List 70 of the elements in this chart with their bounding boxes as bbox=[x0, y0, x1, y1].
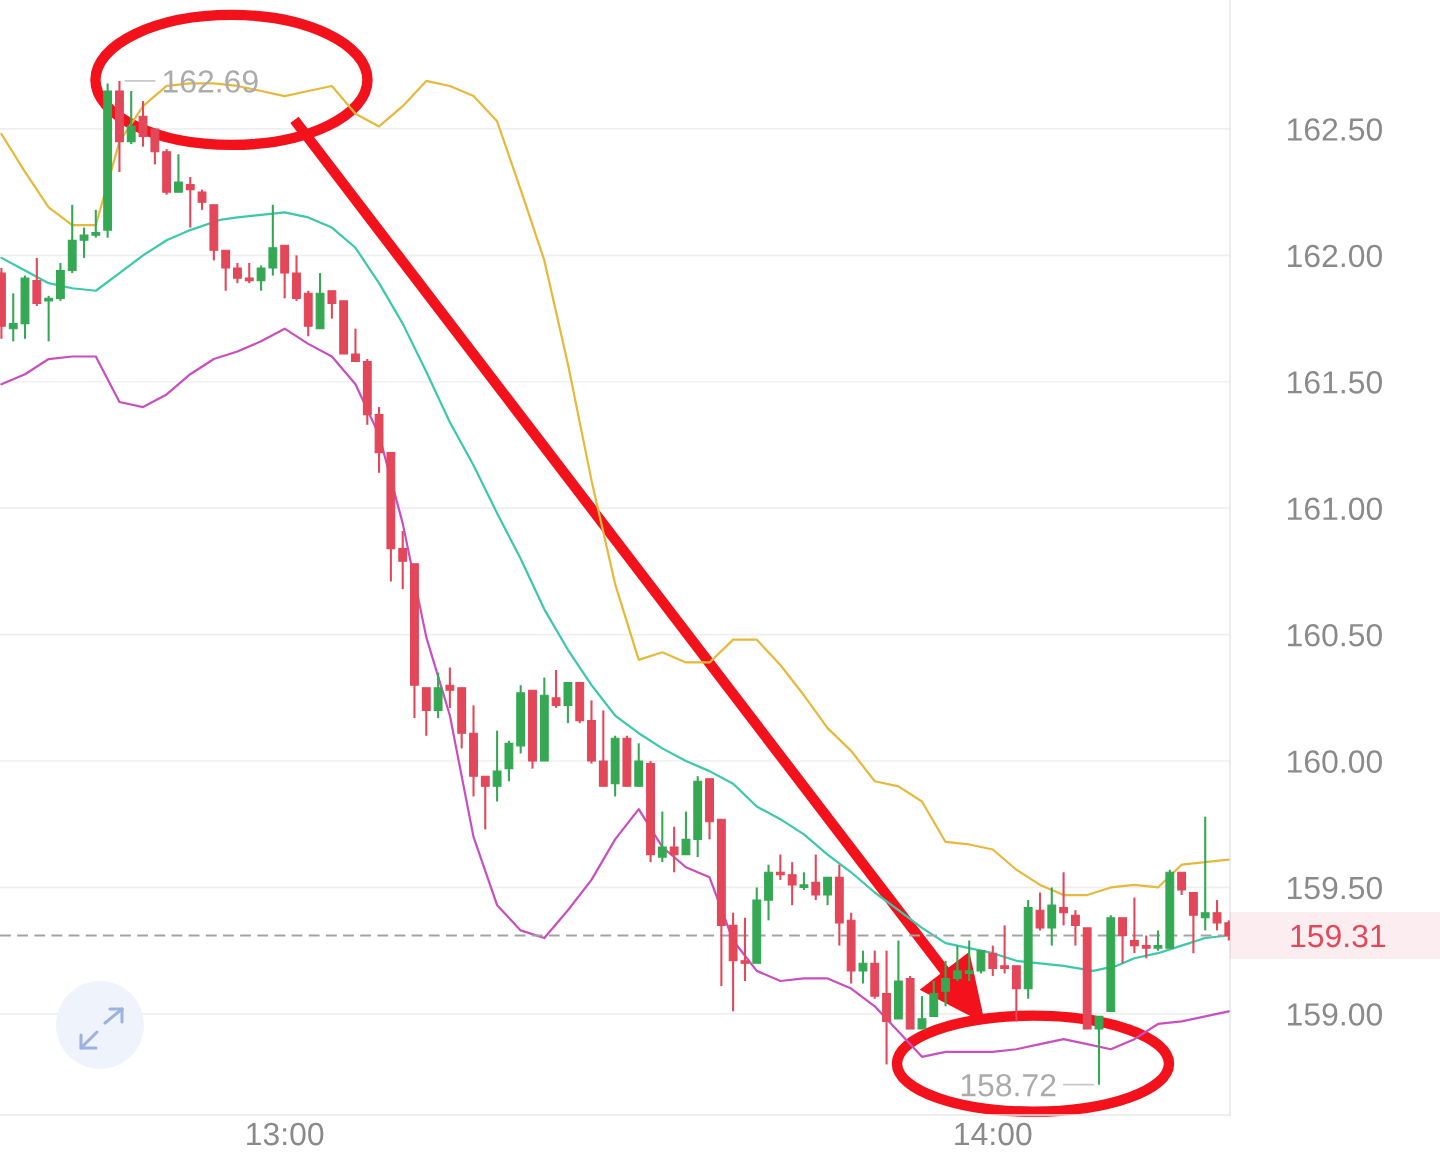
candlestick bbox=[976, 949, 986, 975]
candlestick bbox=[174, 153, 183, 194]
candlestick bbox=[681, 810, 691, 856]
candlestick bbox=[126, 89, 136, 146]
candlestick bbox=[433, 671, 443, 720]
candlestick bbox=[740, 916, 750, 983]
line-series bbox=[0, 211, 1230, 972]
candlestick bbox=[445, 666, 455, 709]
candlestick bbox=[232, 261, 242, 285]
candlestick bbox=[563, 681, 573, 725]
candlestick bbox=[858, 949, 868, 985]
candlestick bbox=[787, 861, 797, 907]
candlestick bbox=[1011, 964, 1021, 1023]
candlestick bbox=[327, 289, 337, 320]
candlestick bbox=[185, 175, 195, 229]
candlestick bbox=[1153, 929, 1163, 952]
candlestick bbox=[1200, 815, 1210, 932]
y-tick-label: 159.50 bbox=[1287, 876, 1383, 900]
candlestick bbox=[244, 261, 254, 285]
candlestick bbox=[929, 979, 939, 1018]
candlestick bbox=[1141, 934, 1151, 960]
candlestick bbox=[551, 668, 561, 709]
candlestick bbox=[351, 327, 360, 363]
candlestick bbox=[221, 249, 231, 292]
candlestick bbox=[197, 188, 207, 211]
candlestick bbox=[1059, 871, 1069, 927]
candlestick bbox=[941, 959, 950, 1008]
candlestick bbox=[8, 292, 18, 343]
candlestick bbox=[32, 256, 42, 307]
candlestick bbox=[964, 939, 974, 983]
candlestick bbox=[1047, 886, 1057, 947]
y-tick-label: 160.50 bbox=[1287, 623, 1383, 647]
candlestick bbox=[91, 208, 101, 239]
candlestick bbox=[268, 203, 278, 277]
candlestick bbox=[1118, 916, 1128, 965]
candlestick bbox=[138, 100, 148, 148]
candlestick bbox=[1094, 1015, 1104, 1086]
candlestick bbox=[421, 686, 431, 737]
candlestick bbox=[1000, 924, 1010, 975]
candlestick bbox=[669, 825, 679, 874]
candlestick bbox=[256, 264, 266, 292]
x-tick-label: 13:00 bbox=[247, 1122, 324, 1146]
line-series bbox=[0, 327, 1230, 1058]
candlestick bbox=[1177, 871, 1187, 897]
candlestick bbox=[492, 729, 502, 803]
y-tick-label: 161.50 bbox=[1287, 371, 1383, 394]
y-tick-label: 162.00 bbox=[1287, 244, 1383, 268]
ref-line-label: 159.31 bbox=[1291, 924, 1386, 948]
candlestick bbox=[952, 944, 962, 983]
y-tick-label: 162.50 bbox=[1287, 118, 1383, 141]
candlestick bbox=[823, 876, 833, 907]
y-tick-label: 159.00 bbox=[1287, 1003, 1383, 1026]
candlestick bbox=[398, 529, 408, 591]
candlestick bbox=[79, 226, 89, 259]
candlestick bbox=[480, 775, 490, 831]
y-tick-label: 161.00 bbox=[1287, 497, 1383, 521]
y-tick-label: 160.00 bbox=[1287, 750, 1383, 773]
candlestick bbox=[657, 810, 667, 864]
candlestick bbox=[917, 995, 927, 1031]
candlestick bbox=[1035, 891, 1045, 932]
candlestick bbox=[1188, 891, 1198, 955]
candlestick bbox=[1129, 896, 1139, 955]
annotation: 158.72 bbox=[961, 1073, 1056, 1097]
candlestick bbox=[811, 853, 821, 902]
candlestick bbox=[988, 944, 998, 977]
candlestick bbox=[44, 294, 54, 343]
candlestick bbox=[1070, 909, 1080, 947]
x-tick-label: 14:00 bbox=[955, 1122, 1032, 1146]
candlestick bbox=[150, 127, 160, 166]
candlestick bbox=[1212, 899, 1222, 932]
